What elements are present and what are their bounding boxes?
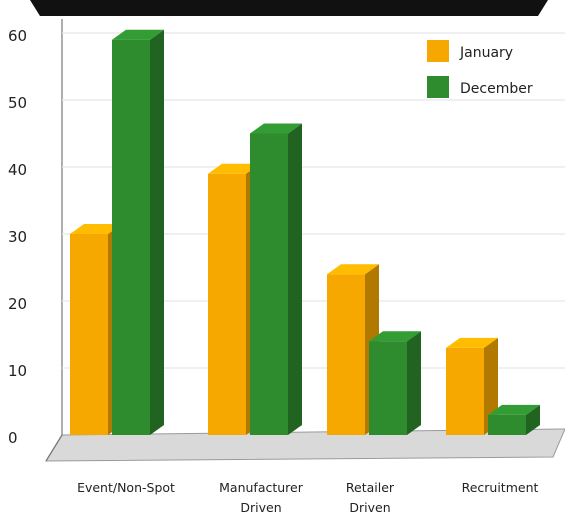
december-bar — [369, 331, 421, 435]
y-tick-label: 20 — [8, 295, 27, 313]
december-bar — [250, 123, 302, 435]
category-label: Manufacturer — [219, 480, 304, 495]
january-bar — [446, 337, 498, 435]
legend-swatch — [427, 76, 449, 98]
title-bar — [30, 0, 548, 16]
y-tick-label: 50 — [8, 94, 27, 112]
y-tick-label: 40 — [8, 161, 27, 179]
legend-swatch — [427, 40, 449, 62]
category-label: Retailer — [346, 480, 395, 495]
category-label: Driven — [240, 500, 281, 515]
floor-edge — [45, 434, 63, 462]
y-tick-label: 0 — [8, 429, 18, 447]
legend-label: January — [459, 45, 513, 61]
category-label: Driven — [349, 500, 390, 515]
legend-label: December — [460, 81, 533, 97]
december-bar — [488, 404, 540, 435]
y-tick-label: 10 — [8, 362, 27, 380]
category-label: Recruitment — [462, 480, 539, 495]
legend-item: January — [427, 40, 513, 62]
category-label: Event/Non-Spot — [77, 480, 175, 495]
legend-item: December — [427, 76, 533, 98]
december-bar — [112, 29, 164, 435]
january-bar — [327, 264, 379, 435]
y-tick-label: 60 — [8, 27, 27, 45]
y-tick-label: 30 — [8, 228, 27, 246]
